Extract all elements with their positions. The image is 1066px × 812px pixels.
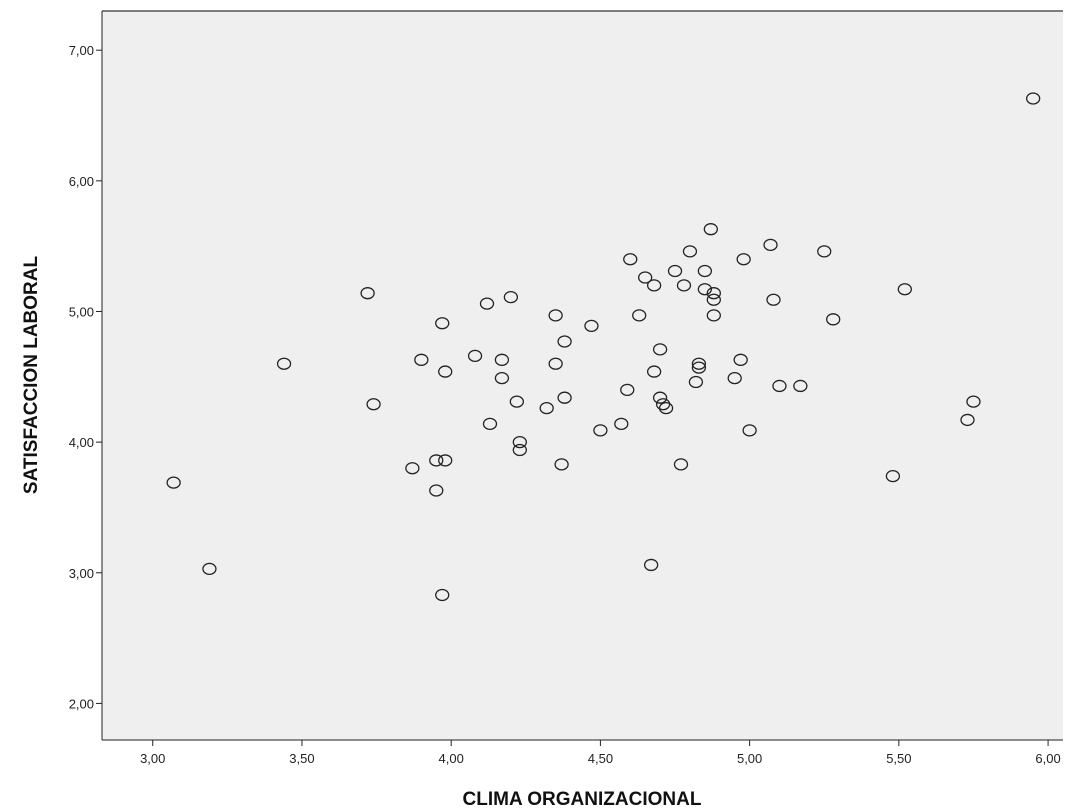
data-point [897,283,912,296]
data-point [435,317,450,330]
data-point [467,349,483,363]
data-point [688,375,704,389]
data-point [817,245,832,258]
data-point [826,313,841,326]
x-tick-label: 3,00 [140,751,165,766]
data-point [736,253,751,266]
data-point [548,357,563,370]
data-point [960,413,975,427]
data-point [733,353,748,366]
data-point [703,223,718,236]
data-point [643,558,659,572]
data-point [691,361,707,374]
data-point [360,287,375,300]
data-point [166,476,181,489]
data-points [166,92,1041,602]
data-point [658,402,674,415]
data-point [557,391,572,404]
data-point [614,417,629,430]
data-point [676,279,692,292]
data-point [414,353,429,366]
data-point [623,253,638,266]
data-point [435,588,450,602]
data-point [429,454,444,467]
data-point [697,264,713,278]
x-tick-label: 5,00 [737,751,762,766]
data-point [646,365,662,378]
data-point [405,462,420,475]
y-tick-label: 2,00 [69,696,94,711]
data-point [620,383,635,397]
data-point [682,245,698,258]
x-axis-title: CLIMA ORGANIZACIONAL [463,789,702,810]
y-tick-label: 4,00 [69,435,94,450]
x-tick-label: 5,50 [886,751,911,766]
data-point [652,391,668,404]
data-point [885,469,901,483]
data-point [503,290,519,304]
x-tick-label: 4,00 [439,751,464,766]
data-point [479,297,495,310]
data-point [727,371,742,385]
data-point [766,293,781,306]
data-point [482,417,498,430]
data-point [706,293,721,306]
data-point [438,365,453,378]
data-point [539,402,554,415]
data-point [509,395,524,408]
data-point [584,319,599,333]
x-axis-ticks: 3,00 3,50 4,00 4,50 5,00 5,50 6,00 [140,740,1061,766]
data-point [512,435,527,449]
data-point [554,458,569,471]
data-point [966,395,981,408]
data-point [638,271,653,284]
plot-background [102,11,1063,740]
data-point [652,343,668,356]
data-point [438,454,453,467]
data-point [673,458,689,471]
data-point [697,283,713,296]
data-point [667,264,683,278]
y-tick-label: 7,00 [69,43,94,58]
data-point [276,357,292,370]
data-point [494,353,510,366]
data-point [772,379,787,393]
data-point [706,287,721,300]
x-tick-label: 3,50 [289,751,314,766]
data-point [429,484,444,497]
data-point [691,357,707,370]
data-point [793,379,808,393]
data-point [366,398,381,411]
data-point [557,335,572,348]
data-point [632,309,647,322]
data-point [742,424,757,437]
y-axis-ticks: 2,00 3,00 4,00 5,00 6,00 7,00 [69,43,102,711]
y-axis-title: SATISFACCION LABORAL [21,256,42,495]
y-tick-label: 3,00 [69,566,94,581]
data-point [494,371,510,385]
data-point [512,443,527,457]
data-point [763,238,778,252]
data-point [646,279,662,292]
data-point [1026,92,1041,105]
y-tick-label: 5,00 [69,304,94,319]
x-tick-label: 4,50 [588,751,613,766]
data-point [593,424,608,437]
data-point [548,309,563,322]
data-point [202,562,217,576]
y-tick-label: 6,00 [69,174,94,189]
x-tick-label: 6,00 [1035,751,1060,766]
data-point [706,309,721,322]
